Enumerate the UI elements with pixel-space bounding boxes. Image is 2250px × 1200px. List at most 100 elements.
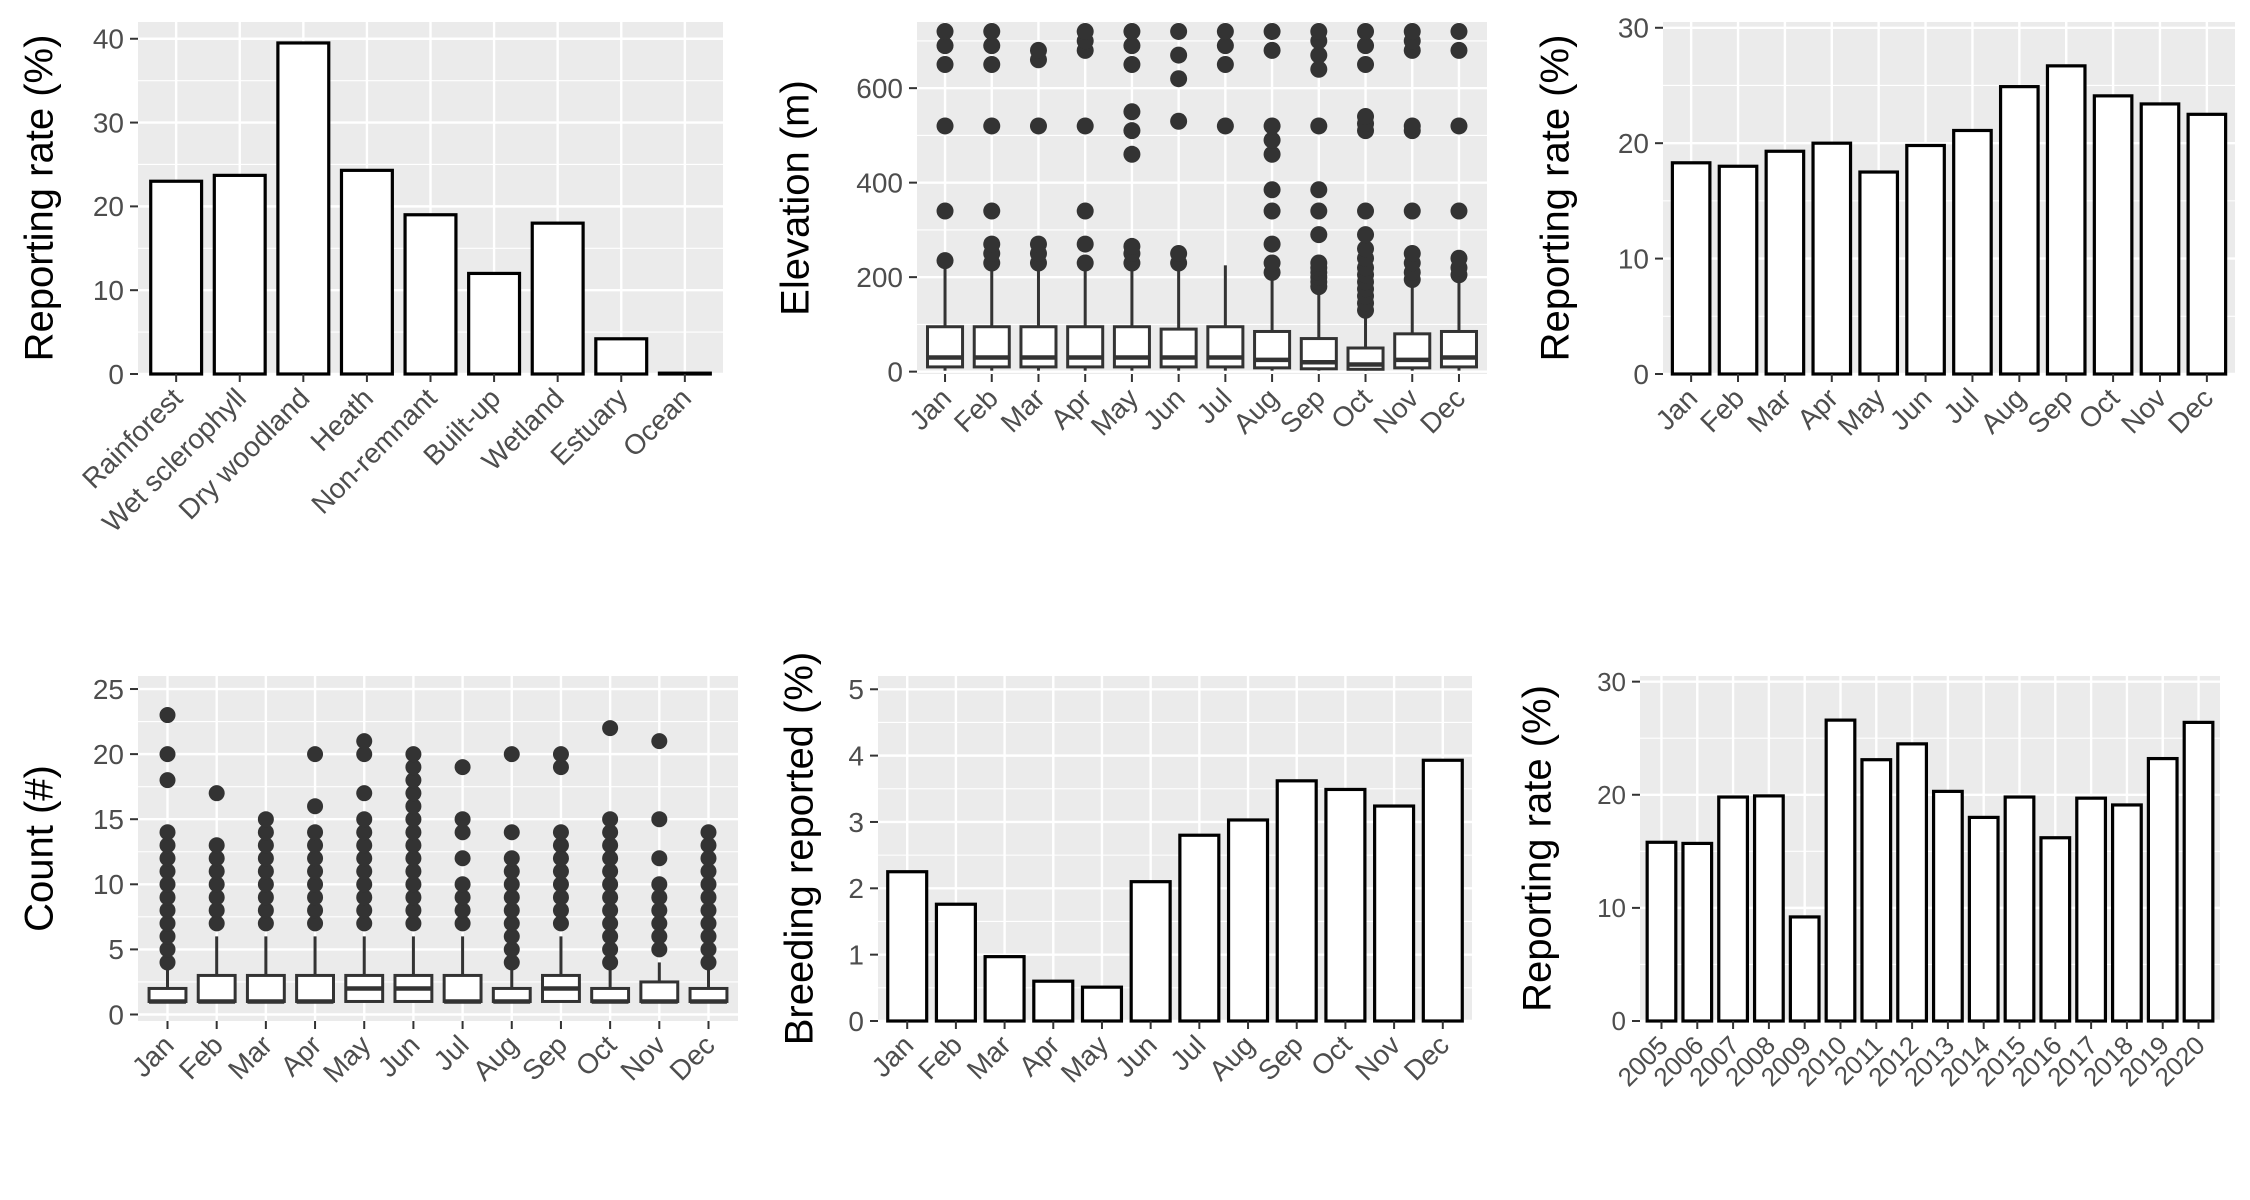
x-tick-label: Sep [1252, 1029, 1309, 1086]
outlier-point [405, 876, 422, 893]
outlier-point [454, 915, 471, 932]
x-tick-label: Jan [126, 1029, 180, 1083]
box-feb [972, 22, 1011, 371]
x-tick-label: Mar [995, 382, 1051, 438]
outlier-point [1310, 226, 1328, 244]
outlier-point [936, 202, 954, 220]
bar-2012 [1896, 742, 1929, 1023]
outlier-point [159, 824, 176, 841]
outlier-point [1310, 22, 1328, 40]
bar-oct [1324, 787, 1367, 1023]
bar-2010 [1824, 718, 1857, 1023]
box-jul [1206, 22, 1245, 371]
outlier-point [651, 941, 668, 958]
x-tick-label: Nov [614, 1029, 671, 1086]
outlier-point [1263, 145, 1281, 163]
outlier-point [602, 928, 619, 945]
outlier-point [552, 876, 569, 893]
y-axis-label: Reporting rate (%) [18, 35, 62, 362]
outlier-point [405, 824, 422, 841]
outlier-point [208, 837, 225, 854]
box-rect [1066, 325, 1105, 369]
outlier-point [651, 928, 668, 945]
outlier-point [700, 928, 717, 945]
box-jul [442, 759, 483, 1004]
box-rect [1253, 329, 1292, 370]
bar-wetland [530, 221, 585, 376]
outlier-point [159, 941, 176, 958]
x-tick-label: Jun [1137, 382, 1191, 436]
outlier-point [307, 915, 324, 932]
bar-mar [983, 955, 1026, 1023]
bar-2017 [2075, 796, 2108, 1023]
bar-oct [2092, 94, 2134, 376]
outlier-point [936, 117, 954, 135]
bar-2018 [2110, 803, 2143, 1023]
outlier-point [700, 889, 717, 906]
box-mar [245, 811, 286, 1004]
outlier-point [356, 902, 373, 919]
bar-jul [1178, 833, 1221, 1023]
outlier-point [503, 850, 520, 867]
outlier-point [257, 889, 274, 906]
outlier-point [1310, 60, 1328, 78]
y-tick-label: 600 [856, 73, 903, 104]
box-apr [1066, 22, 1105, 371]
outlier-point [307, 889, 324, 906]
outlier-point [983, 235, 1001, 253]
outlier-point [552, 824, 569, 841]
bar-2006 [1681, 841, 1714, 1023]
outlier-point [1216, 117, 1234, 135]
outlier-point [700, 876, 717, 893]
outlier-point [1216, 56, 1234, 74]
outlier-point [159, 915, 176, 932]
box-feb [196, 785, 237, 1004]
outlier-point [1357, 37, 1375, 55]
x-tick-label: Oct [1305, 1029, 1358, 1082]
x-tick-label: Jul [1164, 1029, 1211, 1076]
outlier-point [503, 954, 520, 971]
outlier-point [552, 915, 569, 932]
outlier-point [1170, 245, 1188, 263]
outlier-point [208, 785, 225, 802]
outlier-point [1403, 202, 1421, 220]
y-tick-label: 20 [93, 739, 124, 770]
outlier-point [1076, 117, 1094, 135]
x-tick-label: Ocean [617, 382, 697, 462]
x-tick-label: Jun [372, 1029, 426, 1083]
y-tick-label: 5 [848, 674, 864, 705]
outlier-point [1263, 202, 1281, 220]
outlier-point [1450, 202, 1468, 220]
outlier-point [1170, 112, 1188, 130]
bar-apr [1811, 141, 1853, 376]
outlier-point [454, 902, 471, 919]
x-tick-label: May [1055, 1029, 1114, 1088]
box-may [344, 733, 385, 1003]
y-tick-label: 5 [108, 934, 124, 965]
x-tick-label: Jun [1884, 382, 1938, 436]
outlier-point [503, 915, 520, 932]
outlier-point [700, 915, 717, 932]
box-rect [972, 325, 1011, 369]
y-tick-label: 40 [93, 24, 124, 55]
outlier-point [454, 759, 471, 776]
outlier-point [503, 876, 520, 893]
panel-reporting-year: 0102030200520062007200820092010201120122… [1516, 667, 2220, 1092]
bar-2009 [1788, 915, 1821, 1023]
outlier-point [208, 889, 225, 906]
outlier-point [159, 889, 176, 906]
bar-nov [1373, 804, 1416, 1023]
outlier-point [1450, 22, 1468, 40]
x-tick-label: Jan [866, 1029, 920, 1083]
outlier-point [1357, 202, 1375, 220]
outlier-point [208, 863, 225, 880]
outlier-point [936, 252, 954, 270]
x-tick-label: Oct [1325, 382, 1378, 435]
outlier-point [307, 746, 324, 763]
outlier-point [1216, 22, 1234, 40]
box-oct [1346, 22, 1385, 371]
bar-2013 [1931, 789, 1964, 1023]
